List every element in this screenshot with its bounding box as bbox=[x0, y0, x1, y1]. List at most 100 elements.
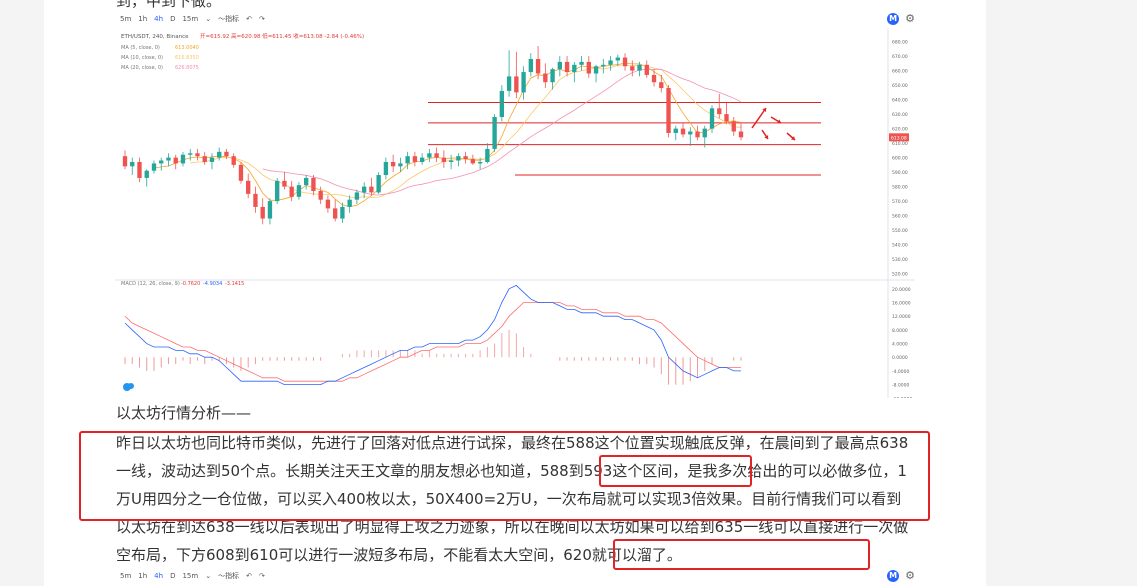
candle-body-83 bbox=[724, 114, 729, 122]
candle-body-20 bbox=[267, 201, 273, 219]
candle-body-43 bbox=[434, 153, 439, 158]
candle-body-59 bbox=[550, 69, 555, 83]
candle-body-60 bbox=[557, 61, 562, 70]
last-price-badge bbox=[889, 133, 909, 142]
analysis-segment-4: 不能看太大空间，620就可以溜了。 bbox=[443, 546, 682, 564]
candle-body-15 bbox=[231, 156, 236, 165]
candle-body-35 bbox=[376, 175, 381, 193]
indicator-button[interactable]: 〜指标 bbox=[218, 14, 239, 24]
legend-ma20-value: 626.8075 bbox=[175, 65, 199, 71]
candle-body-54 bbox=[514, 76, 519, 93]
legend-symbol: ETH/USDT, 240, Binance bbox=[121, 34, 189, 40]
interval-5m[interactable]: 5m bbox=[120, 15, 132, 23]
indicator-button-2[interactable]: 〜指标 bbox=[218, 571, 239, 581]
candle-body-68 bbox=[615, 57, 620, 61]
analysis-segment-3: 是我多次给出的可以必做多位，1万U用四分之一仓位做，可以买入400枚以太，50X… bbox=[116, 462, 909, 564]
chevron-down-icon-2[interactable]: ⌄ bbox=[205, 572, 212, 580]
ma10-line bbox=[190, 64, 742, 199]
candle-body-37 bbox=[390, 161, 396, 167]
candle-body-44 bbox=[441, 157, 447, 162]
m-logo-icon-2[interactable]: M bbox=[887, 569, 900, 582]
interval-5m-2[interactable]: 5m bbox=[120, 572, 132, 580]
candle-body-27 bbox=[318, 190, 323, 200]
grid-layer bbox=[115, 28, 915, 398]
legend-macd-value-3: -3.1415 bbox=[225, 281, 244, 287]
candle-body-5 bbox=[159, 160, 164, 164]
price-tick-label-13: 550.00 bbox=[892, 228, 908, 234]
interval-1h-2[interactable]: 1h bbox=[138, 572, 148, 580]
undo-icon-2[interactable]: ↶ bbox=[246, 572, 252, 580]
price-tick-label-4: 640.00 bbox=[892, 98, 908, 104]
price-tick-label-11: 570.00 bbox=[892, 199, 908, 205]
annotation-arrow-0 bbox=[751, 107, 767, 129]
candle-body-7 bbox=[173, 157, 178, 164]
candle-body-65 bbox=[593, 66, 599, 74]
candle-body-73 bbox=[651, 74, 657, 83]
candle-body-42 bbox=[427, 153, 432, 158]
highlight-box-paragraph bbox=[79, 431, 930, 521]
candle-body-71 bbox=[637, 64, 642, 71]
candle-body-8 bbox=[180, 154, 186, 164]
candle-body-22 bbox=[282, 180, 287, 187]
chevron-down-icon[interactable]: ⌄ bbox=[205, 15, 212, 23]
candle-body-1 bbox=[130, 161, 135, 167]
undo-icon[interactable]: ↶ bbox=[246, 15, 252, 23]
candle-body-23 bbox=[289, 186, 294, 197]
candle-body-85 bbox=[738, 131, 744, 138]
macd-layer bbox=[124, 284, 742, 386]
candle-body-19 bbox=[260, 206, 265, 219]
price-tick-label-8: 600.00 bbox=[892, 156, 908, 162]
redo-icon[interactable]: ↷ bbox=[258, 15, 265, 23]
axis-layer: 680.00 670.00 660.00 650.00 640.00 630.00 620.… bbox=[889, 40, 912, 398]
candle-body-51 bbox=[492, 117, 497, 149]
interval-15m[interactable]: 15m bbox=[182, 15, 199, 23]
price-tick-label-12: 560.00 bbox=[892, 214, 908, 220]
candle-body-9 bbox=[188, 153, 193, 155]
ma5-line bbox=[153, 62, 742, 208]
candle-body-75 bbox=[666, 88, 671, 133]
annotation-arrowhead-1 bbox=[777, 119, 781, 124]
chart-toolbar: 5m 1h 4h D 15m ⌄ 〜指标 ↶ ↷ bbox=[115, 10, 265, 28]
candle-body-48 bbox=[470, 159, 476, 164]
legend-layer: ETH/USDT, 240, Binance 开=615.92 高=620.98… bbox=[121, 32, 364, 287]
candle-body-32 bbox=[354, 192, 360, 200]
m-logo-icon[interactable]: M bbox=[887, 12, 900, 25]
indicator-label-2: 指标 bbox=[225, 572, 240, 580]
macd-signal-line bbox=[124, 302, 741, 382]
candle-body-67 bbox=[608, 60, 613, 65]
candle-body-69 bbox=[622, 57, 628, 67]
candle-body-53 bbox=[506, 76, 512, 91]
price-chart[interactable]: 5m 1h 4h D 15m ⌄ 〜指标 ↶ ↷ M ⚙ ETH/USDT, 2… bbox=[115, 10, 920, 398]
candle-body-29 bbox=[332, 208, 338, 219]
price-tick-label-3: 650.00 bbox=[892, 83, 908, 89]
legend-ma20: MA (20, close, 0) bbox=[121, 65, 163, 71]
gear-icon[interactable]: ⚙ bbox=[905, 12, 915, 25]
candle-body-38 bbox=[398, 163, 403, 167]
interval-1h[interactable]: 1h bbox=[138, 15, 148, 23]
legend-macd-value-1: -0.7620 bbox=[181, 281, 200, 287]
redo-icon-2[interactable]: ↷ bbox=[258, 572, 265, 580]
candle-body-64 bbox=[586, 61, 591, 74]
macd-tick-label-4: 4.0000 bbox=[892, 342, 908, 348]
interval-d-2[interactable]: D bbox=[170, 572, 176, 580]
interval-4h-2[interactable]: 4h bbox=[154, 572, 164, 580]
cloud-icon bbox=[123, 383, 134, 391]
interval-d[interactable]: D bbox=[170, 15, 176, 23]
price-tick-label-2: 660.00 bbox=[892, 69, 908, 75]
chart-corner-icons: M ⚙ bbox=[887, 12, 915, 25]
candle-body-0 bbox=[122, 156, 128, 167]
candle-body-33 bbox=[361, 186, 367, 193]
macd-line bbox=[124, 284, 741, 386]
candle-body-34 bbox=[369, 186, 374, 193]
candle-body-81 bbox=[709, 108, 715, 129]
ma-layer bbox=[153, 62, 742, 208]
candle-body-72 bbox=[644, 64, 649, 75]
candle-body-39 bbox=[405, 156, 410, 164]
annotation-arrowhead-3 bbox=[791, 136, 795, 140]
gear-icon-2[interactable]: ⚙ bbox=[905, 569, 915, 582]
interval-15m-2[interactable]: 15m bbox=[182, 572, 199, 580]
candle-body-11 bbox=[202, 156, 207, 162]
interval-4h[interactable]: 4h bbox=[154, 15, 164, 23]
annotation-arrowhead-0 bbox=[762, 108, 767, 112]
candle-body-80 bbox=[702, 128, 707, 138]
